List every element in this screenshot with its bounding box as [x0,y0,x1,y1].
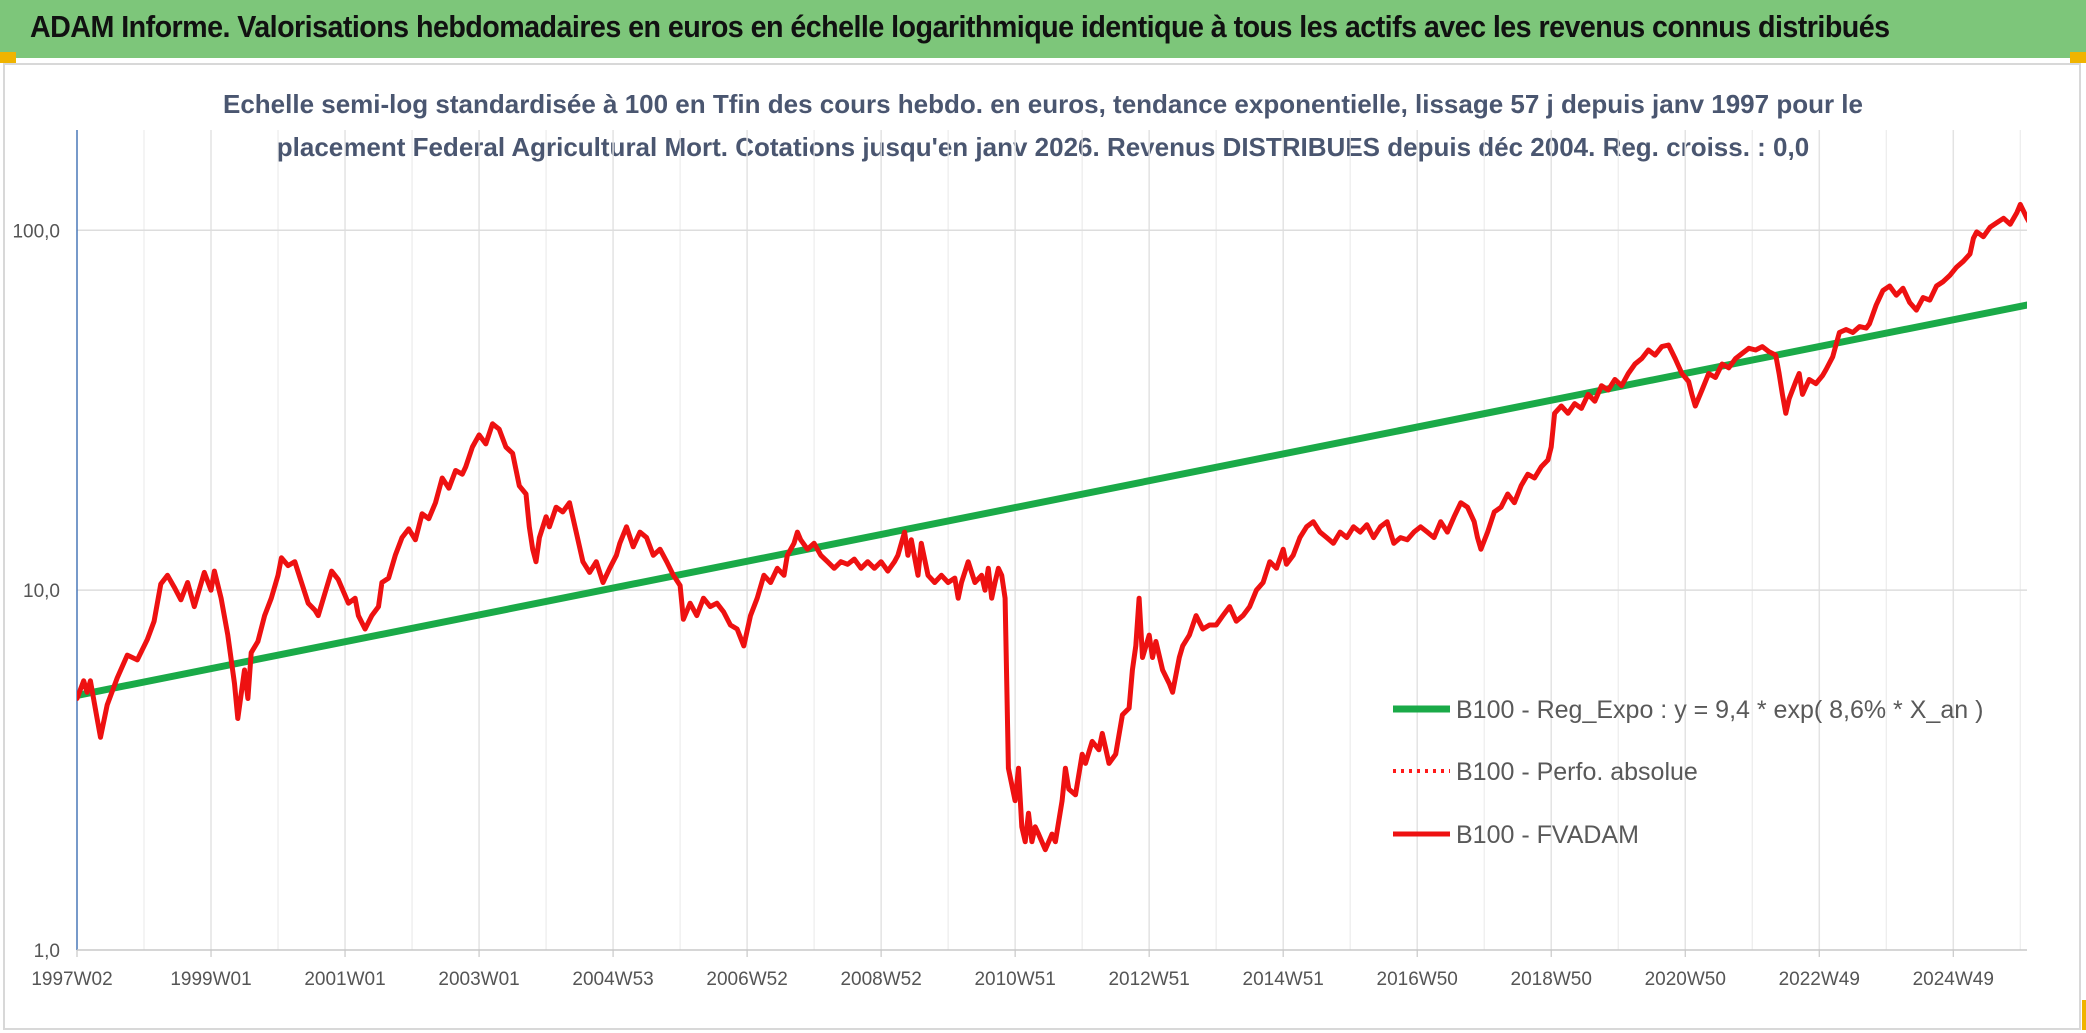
corner-marker-right [2070,52,2086,63]
y-tick-label: 10,0 [23,581,60,602]
fvadam-line [77,201,2027,853]
x-tick-label: 2022W49 [1779,969,1860,990]
y-tick-label: 100,0 [12,221,60,242]
x-tick-label: 2014W51 [1243,969,1324,990]
legend-item-perf-absolue-label: B100 - Perfo. absolue [1456,758,1698,786]
trend-line [77,301,2027,699]
legend-item-fvadam-label: B100 - FVADAM [1456,821,1639,849]
x-tick-label: 2006W52 [706,969,787,990]
header-bar: ADAM Informe. Valorisations hebdomadaire… [0,0,2086,58]
corner-marker-left [0,52,16,63]
x-tick-label: 2003W01 [438,969,519,990]
x-tick-label: 2004W53 [572,969,653,990]
x-tick-label: 2012W51 [1108,969,1189,990]
header-title: ADAM Informe. Valorisations hebdomadaire… [30,9,1890,44]
x-tick-label: 2020W50 [1645,969,1726,990]
x-tick-label: 2008W52 [840,969,921,990]
x-tick-label: 1997W02 [31,969,112,990]
x-tick-label: 2018W50 [1511,969,1592,990]
x-tick-label: 2016W50 [1377,969,1458,990]
legend-item-trend-label: B100 - Reg_Expo : y = 9,4 * exp( 8,6% * … [1456,696,1983,724]
x-tick-label: 2001W01 [304,969,385,990]
x-tick-label: 2024W49 [1913,969,1994,990]
corner-marker-bottom-right [2082,1000,2086,1030]
chart-title-line-2: placement Federal Agricultural Mort. Cot… [276,132,1810,162]
x-tick-label: 1999W01 [170,969,251,990]
x-tick-label: 2010W51 [974,969,1055,990]
y-tick-label: 1,0 [34,941,60,962]
chart-title-line-1: Echelle semi-log standardisée à 100 en T… [222,89,1863,119]
chart-frame [3,63,2081,1030]
